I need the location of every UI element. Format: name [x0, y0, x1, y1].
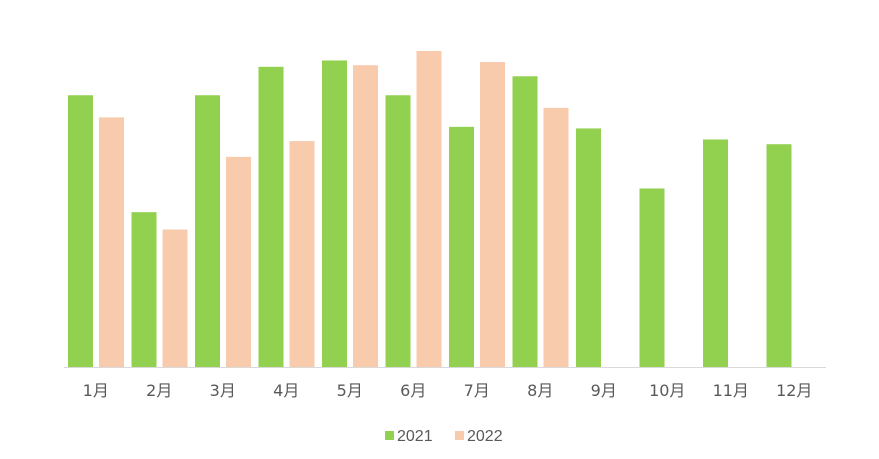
legend-swatch-2021	[385, 431, 394, 440]
bar-2022-6	[416, 51, 442, 367]
bar-2021-10	[639, 188, 665, 367]
bar-2022-8	[543, 107, 569, 367]
x-tick-label: 10月	[649, 381, 685, 400]
bar-2022-3	[226, 156, 251, 367]
x-tick-label: 4月	[273, 381, 299, 400]
x-tick-label: 3月	[210, 381, 236, 400]
bar-2022-2	[162, 229, 188, 367]
bar-2021-7	[449, 126, 474, 367]
x-tick-labels: 1月 2月 3月 4月 5月 6月 7月 8月 9月 10月 11月 12月	[83, 381, 813, 400]
bar-2021-12	[766, 144, 792, 367]
bar-2021-6	[385, 95, 411, 368]
legend-swatch-2022	[455, 431, 464, 440]
x-tick-label: 2月	[146, 381, 172, 400]
bar-2021-11	[703, 139, 728, 367]
x-tick-label: 5月	[337, 381, 363, 400]
legend: 2021 2022	[385, 428, 503, 445]
bar-2022-4	[289, 141, 315, 367]
bar-2022-7	[480, 62, 505, 368]
bars-group	[68, 51, 792, 368]
x-tick-label: 7月	[464, 381, 490, 400]
bar-2022-5	[353, 65, 378, 367]
x-tick-label: 8月	[527, 381, 553, 400]
bar-2021-3	[195, 95, 220, 368]
bar-2022-1	[99, 117, 124, 367]
x-tick-label: 6月	[400, 381, 426, 400]
x-tick-label: 11月	[713, 381, 749, 400]
x-tick-label: 1月	[83, 381, 109, 400]
x-tick-label: 12月	[776, 381, 812, 400]
bar-2021-4	[258, 66, 284, 368]
bar-2021-2	[131, 212, 157, 367]
legend-label-2022: 2022	[467, 428, 503, 445]
bar-2021-8	[512, 76, 538, 367]
bar-2021-5	[322, 60, 347, 367]
legend-label-2021: 2021	[397, 428, 433, 445]
x-tick-label: 9月	[591, 381, 617, 400]
bar-2021-1	[68, 95, 93, 368]
bar-2021-9	[576, 128, 601, 367]
